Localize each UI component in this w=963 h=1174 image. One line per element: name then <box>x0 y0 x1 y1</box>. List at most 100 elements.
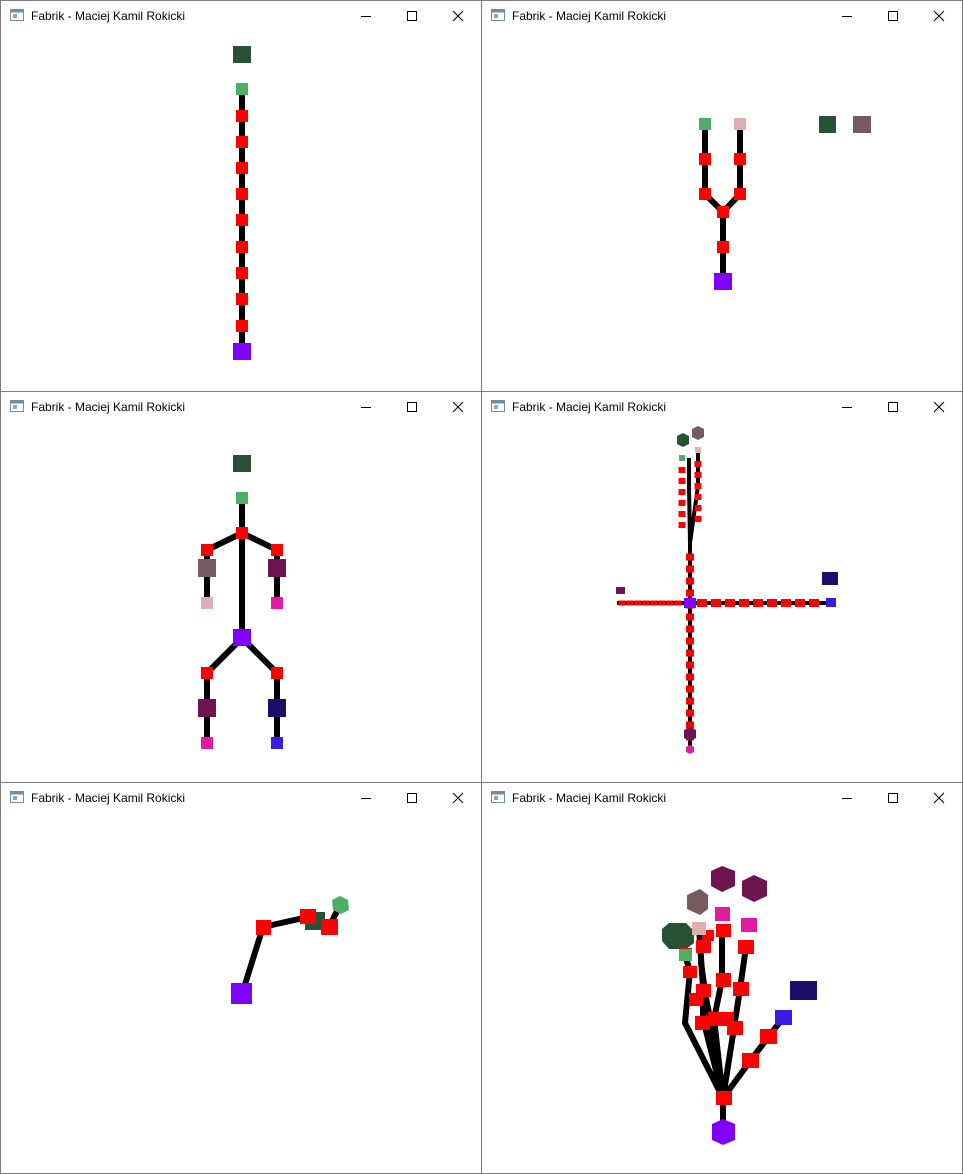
scene-canvas[interactable] <box>482 31 962 391</box>
joint <box>686 613 694 621</box>
title-bar[interactable]: Fabrik - Maciej Kamil Rokicki <box>1 783 481 813</box>
minimize-button[interactable] <box>343 783 389 813</box>
joint <box>236 162 248 174</box>
close-button[interactable] <box>435 1 481 31</box>
joint <box>739 599 749 607</box>
end-effector <box>271 737 283 749</box>
end-effector <box>686 745 694 754</box>
joint <box>678 489 686 495</box>
joint <box>650 600 658 606</box>
minimize-button[interactable] <box>824 392 870 422</box>
app-window-icon <box>491 400 505 412</box>
target-marker <box>711 866 735 892</box>
scene-canvas[interactable] <box>1 422 481 782</box>
title-bar[interactable]: Fabrik - Maciej Kamil Rokicki <box>1 392 481 422</box>
joint <box>666 600 674 606</box>
app-window-icon <box>10 791 24 803</box>
target-marker[interactable] <box>233 46 251 63</box>
joint <box>695 1016 710 1030</box>
joint <box>634 600 642 606</box>
minimize-icon <box>842 798 852 799</box>
joint <box>767 599 777 607</box>
end-effector <box>695 447 701 453</box>
target-marker[interactable] <box>198 559 216 577</box>
end-effector <box>741 918 757 932</box>
target-marker[interactable] <box>268 699 286 717</box>
joint <box>626 600 634 606</box>
target-marker[interactable] <box>616 587 625 594</box>
app-window-icon <box>491 9 505 21</box>
joint <box>678 500 686 506</box>
joint <box>686 685 694 693</box>
minimize-icon <box>842 16 852 17</box>
target-marker[interactable] <box>198 699 216 717</box>
close-button[interactable] <box>916 392 962 422</box>
joint <box>321 919 338 935</box>
maximize-button[interactable] <box>389 392 435 422</box>
scene-canvas[interactable] <box>482 422 962 782</box>
target-marker[interactable] <box>692 426 704 440</box>
joint <box>686 565 694 573</box>
joint <box>717 241 729 253</box>
target-marker[interactable] <box>684 727 696 741</box>
close-button[interactable] <box>916 1 962 31</box>
minimize-button[interactable] <box>824 783 870 813</box>
joint <box>716 1091 732 1105</box>
joint <box>694 472 702 478</box>
joint <box>711 599 721 607</box>
target-marker[interactable] <box>853 116 871 133</box>
maximize-button[interactable] <box>870 1 916 31</box>
title-bar[interactable]: Fabrik - Maciej Kamil Rokicki <box>482 1 962 31</box>
target-marker[interactable] <box>819 116 836 133</box>
target-marker[interactable] <box>268 559 286 577</box>
maximize-icon <box>407 793 417 803</box>
scene-canvas[interactable] <box>1 31 481 391</box>
joints <box>236 110 248 332</box>
close-button[interactable] <box>435 783 481 813</box>
title-bar[interactable]: Fabrik - Maciej Kamil Rokicki <box>482 392 962 422</box>
joint <box>236 110 248 122</box>
close-button[interactable] <box>435 392 481 422</box>
title-bar[interactable]: Fabrik - Maciej Kamil Rokicki <box>482 783 962 813</box>
target-marker[interactable] <box>677 433 689 447</box>
target-marker[interactable] <box>822 572 838 585</box>
window-title: Fabrik - Maciej Kamil Rokicki <box>31 400 186 414</box>
end-effector <box>679 455 685 461</box>
window-title: Fabrik - Maciej Kamil Rokicki <box>31 791 186 805</box>
close-icon <box>933 401 945 413</box>
minimize-button[interactable] <box>343 1 389 31</box>
root-joint <box>231 983 252 1004</box>
root-joint <box>233 629 251 646</box>
end-effector <box>201 737 213 749</box>
scene-canvas[interactable] <box>482 813 962 1173</box>
joint <box>694 461 702 467</box>
title-bar[interactable]: Fabrik - Maciej Kamil Rokicki <box>1 1 481 31</box>
fabrik-window-cross-3d: Fabrik - Maciej Kamil Rokicki <box>481 391 963 783</box>
targets[interactable] <box>662 866 817 1000</box>
minimize-icon <box>361 407 371 408</box>
joint <box>674 600 682 606</box>
joint <box>725 599 735 607</box>
minimize-button[interactable] <box>343 392 389 422</box>
joint <box>702 930 714 941</box>
scene-canvas[interactable] <box>1 813 481 1173</box>
joints <box>201 527 283 679</box>
maximize-button[interactable] <box>870 783 916 813</box>
minimize-button[interactable] <box>824 1 870 31</box>
joint <box>694 494 702 500</box>
joint <box>686 673 694 681</box>
joint <box>686 637 694 645</box>
joint <box>618 600 626 606</box>
target-marker[interactable] <box>233 455 251 472</box>
joint <box>686 577 694 585</box>
maximize-button[interactable] <box>389 783 435 813</box>
joint <box>678 467 686 473</box>
joint <box>742 1053 759 1068</box>
close-button[interactable] <box>916 783 962 813</box>
end-effector <box>692 922 706 935</box>
joint <box>642 600 650 606</box>
maximize-button[interactable] <box>870 392 916 422</box>
minimize-icon <box>361 798 371 799</box>
maximize-button[interactable] <box>389 1 435 31</box>
joint <box>658 600 666 606</box>
